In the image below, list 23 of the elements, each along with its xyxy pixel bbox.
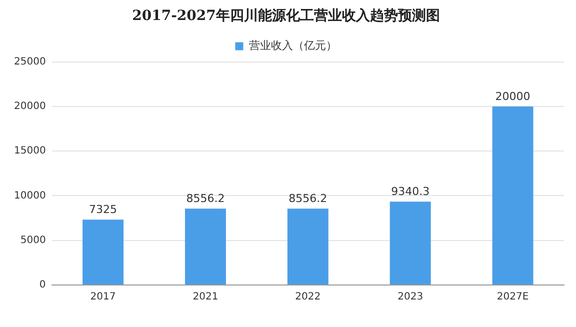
bar: [390, 202, 431, 284]
bar: [492, 106, 534, 284]
x-tick-label: 2023: [398, 292, 424, 303]
data-label: 20000: [495, 90, 530, 103]
y-tick-label: 25000: [14, 56, 46, 68]
x-tick-label: 2021: [192, 292, 218, 303]
x-tick-label: 2017: [90, 292, 116, 303]
y-tick-label: 0: [39, 280, 46, 291]
y-tick-label: 15000: [14, 146, 46, 157]
bar: [287, 208, 328, 284]
y-tick-label: 20000: [14, 101, 46, 112]
data-label: 8556.2: [288, 192, 328, 205]
x-tick-label: 2022: [295, 292, 321, 303]
legend-label: 营业收入（亿元）: [248, 39, 337, 52]
x-tick-label: 2027E: [496, 292, 529, 303]
y-tick-label: 10000: [14, 190, 46, 202]
y-tick-label: 5000: [20, 234, 46, 246]
data-label: 7325: [89, 202, 118, 216]
data-label: 8556.2: [186, 192, 225, 205]
chart-title: 2017-2027年四川能源化工营业收入趋势预测图: [132, 8, 440, 24]
bar: [184, 208, 226, 284]
bar: [82, 220, 124, 284]
data-label: 9340.3: [391, 184, 430, 198]
